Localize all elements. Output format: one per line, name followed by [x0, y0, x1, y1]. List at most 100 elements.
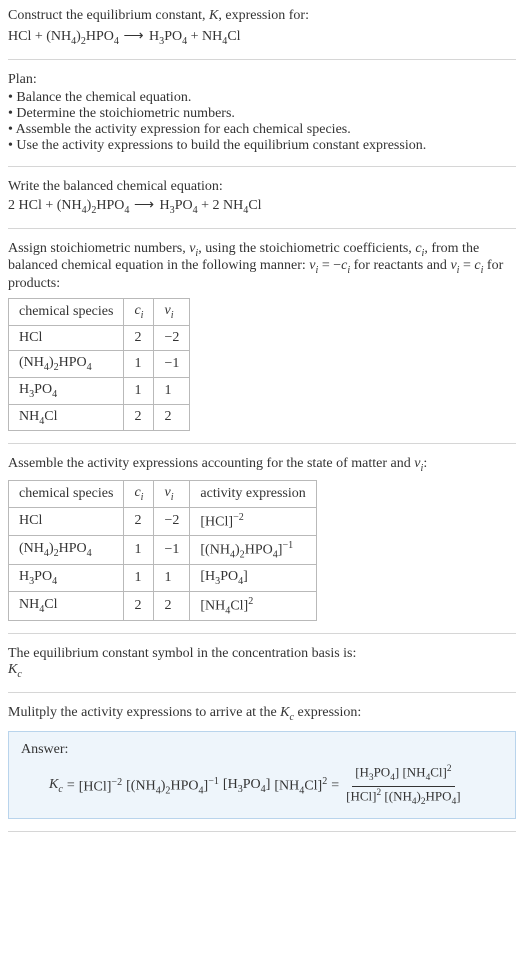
cell: H3PO4	[9, 565, 124, 592]
text: [(NH	[200, 542, 230, 557]
text: H	[160, 198, 170, 213]
cell: [H3PO4]	[190, 565, 316, 592]
text: ] [NH	[395, 764, 426, 779]
fraction: [H3PO4] [NH4Cl]2 [HCl]2 [(NH4)2HPO4]	[343, 764, 463, 808]
section-answer: Mulitply the activity expressions to arr…	[8, 705, 516, 832]
activity-table: chemical species ci νi activity expressi…	[8, 480, 317, 621]
table-row: (NH4)2HPO4 1 −1	[9, 350, 190, 377]
multiply-text: Mulitply the activity expressions to arr…	[8, 705, 516, 723]
cell: −2	[154, 325, 190, 350]
cell: [HCl]−2	[190, 507, 316, 535]
sup: 2	[322, 776, 327, 787]
cell: 2	[154, 404, 190, 431]
term: [NH4Cl]2	[274, 776, 327, 796]
text: NH	[19, 409, 39, 424]
text: Cl]	[230, 599, 248, 614]
symbol-kc: Kc	[8, 662, 516, 680]
text: [NH	[200, 599, 225, 614]
text: [H	[223, 777, 238, 792]
cell: NH4Cl	[9, 404, 124, 431]
sub: 4	[87, 362, 92, 373]
text: PO	[34, 382, 52, 397]
answer-label: Answer:	[21, 742, 503, 758]
cell: 2	[124, 591, 154, 620]
text: HPO	[426, 788, 452, 803]
sub: 4	[52, 576, 57, 587]
kc: Kc	[49, 777, 63, 795]
sup: −2	[111, 777, 122, 788]
text: [NH	[274, 778, 299, 793]
text: Construct the equilibrium constant,	[8, 8, 209, 23]
text: Cl]	[304, 778, 322, 793]
text: , using the stoichiometric coefficients,	[198, 241, 415, 256]
text: Assign stoichiometric numbers,	[8, 241, 189, 256]
term: [(NH4)2HPO4]−1	[126, 776, 219, 796]
text: 2 HCl + (NH	[8, 198, 82, 213]
construct-intro: Construct the equilibrium constant, K, e…	[8, 8, 516, 24]
cell: 2	[154, 591, 190, 620]
table-row: (NH4)2HPO4 1 −1 [(NH4)2HPO4]−1	[9, 535, 317, 564]
reaction-arrow: ⟶	[129, 198, 159, 213]
cell: [NH4Cl]2	[190, 591, 316, 620]
cell: 1	[124, 377, 154, 404]
cell: (NH4)2HPO4	[9, 350, 124, 377]
table-header-row: chemical species ci νi	[9, 299, 190, 326]
th-nui: νi	[154, 299, 190, 326]
reaction-arrow: ⟶	[119, 29, 149, 44]
text: Cl]	[430, 764, 447, 779]
text: , expression for:	[218, 8, 309, 23]
variable-k: K	[209, 8, 218, 23]
sup: 2	[248, 596, 253, 607]
th-ci: ci	[124, 299, 154, 326]
table-row: HCl 2 −2 [HCl]−2	[9, 507, 317, 535]
text: HPO	[170, 778, 198, 793]
cell: HCl	[9, 507, 124, 535]
table-row: NH4Cl 2 2 [NH4Cl]2	[9, 591, 317, 620]
term: [HCl]−2	[79, 777, 122, 796]
sub-i: i	[171, 310, 174, 321]
section-symbol: The equilibrium constant symbol in the c…	[8, 646, 516, 693]
section-assign: Assign stoichiometric numbers, νi , using…	[8, 241, 516, 445]
plan-bullet: • Determine the stoichiometric numbers.	[8, 106, 516, 122]
equals: =	[67, 778, 75, 794]
cell: (NH4)2HPO4	[9, 535, 124, 564]
cell: 2	[124, 325, 154, 350]
section-balanced: Write the balanced chemical equation: 2 …	[8, 179, 516, 229]
cell: 1	[154, 565, 190, 592]
equals: =	[331, 778, 339, 794]
sub-c: c	[17, 669, 21, 680]
plan-bullet: • Assemble the activity expression for e…	[8, 122, 516, 138]
assign-text: Assign stoichiometric numbers, νi, using…	[8, 241, 516, 293]
fraction-denominator: [HCl]2 [(NH4)2HPO4]	[343, 787, 463, 809]
sub-i: i	[141, 492, 144, 503]
cell: [(NH4)2HPO4]−1	[190, 535, 316, 564]
cell: 1	[124, 565, 154, 592]
text: PO	[34, 569, 52, 584]
text: Cl	[44, 597, 57, 612]
sup: −2	[233, 512, 244, 523]
text: HPO	[245, 542, 273, 557]
th-species: chemical species	[9, 299, 124, 326]
text: [HCl]	[200, 515, 233, 530]
balanced-equation: 2 HCl + (NH4)2HPO4 ⟶ H3PO4 + 2 NH4Cl	[8, 197, 516, 216]
sup: −1	[208, 776, 219, 787]
text: HPO	[86, 29, 114, 44]
balanced-title: Write the balanced chemical equation:	[8, 179, 516, 195]
cell: −1	[154, 350, 190, 377]
text: Cl	[248, 198, 261, 213]
text: [(NH	[126, 778, 156, 793]
plan-bullet: • Balance the chemical equation.	[8, 90, 516, 106]
table-row: HCl 2 −2	[9, 325, 190, 350]
text: PO	[374, 764, 391, 779]
text: (NH	[19, 541, 44, 556]
text: HPO	[96, 198, 124, 213]
text: ]	[266, 777, 271, 792]
text: = −	[318, 258, 341, 273]
sub: 4	[87, 548, 92, 559]
section-activity: Assemble the activity expressions accoun…	[8, 456, 516, 634]
variable-k: K	[49, 777, 58, 792]
sup: −1	[282, 540, 293, 551]
th-ci: ci	[124, 481, 154, 508]
cell: NH4Cl	[9, 591, 124, 620]
text: PO	[164, 29, 182, 44]
